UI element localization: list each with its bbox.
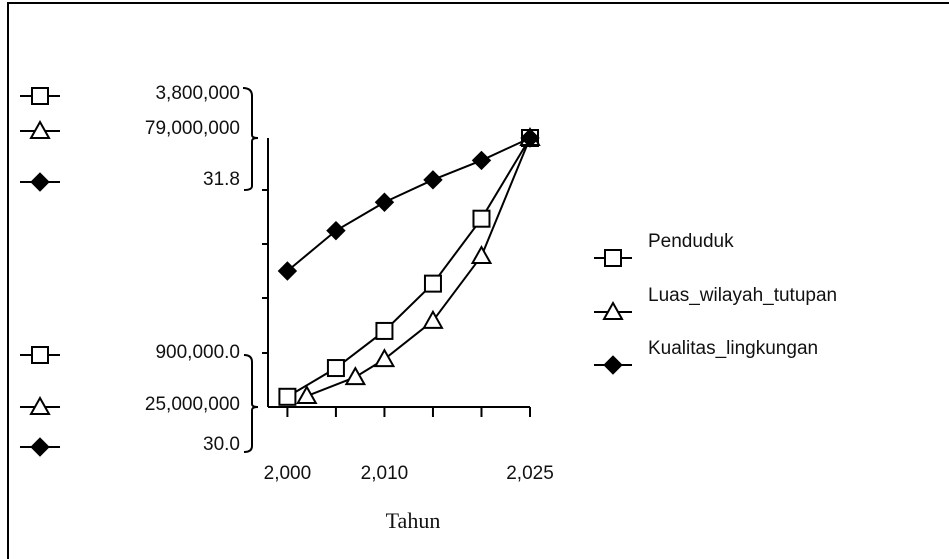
- x-axis-title: Tahun: [386, 508, 441, 533]
- legend-label: Penduduk: [648, 231, 734, 252]
- x-tick-label: 2,025: [506, 463, 554, 484]
- background: [0, 0, 949, 559]
- x-tick-label: 2,010: [361, 463, 409, 484]
- y-scale-min-label: 30.0: [203, 434, 240, 455]
- point: [425, 276, 441, 292]
- point: [279, 389, 295, 405]
- y-scale-min-label: 900,000.0: [155, 342, 240, 363]
- legend-marker: [605, 250, 621, 266]
- point: [328, 360, 344, 376]
- y-scale-max-label: 3,800,000: [155, 83, 240, 104]
- y-scale-max-label: 79,000,000: [145, 118, 240, 139]
- chart: Tahun 2,000 2,010 2,025 3,800,000 900,000.0 P…: [0, 0, 949, 559]
- legend-label: Luas_wilayah_tutupan: [648, 285, 837, 306]
- y-scale-min-label: 25,000,000: [145, 394, 240, 415]
- point: [376, 323, 392, 339]
- y-scale-max-label: 31.8: [203, 169, 240, 190]
- scale-key-marker: [32, 347, 48, 363]
- x-tick-label: 2,000: [264, 463, 312, 484]
- scale-key-marker: [32, 88, 48, 104]
- legend-label: Kualitas_lingkungan: [648, 338, 818, 359]
- point: [473, 211, 489, 227]
